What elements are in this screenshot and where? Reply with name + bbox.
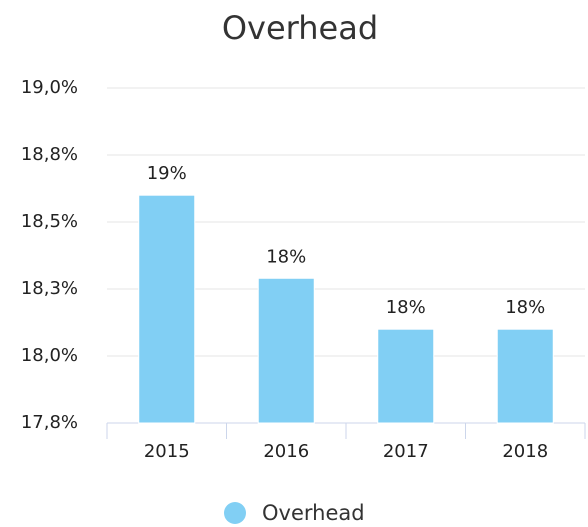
data-label: 18%: [266, 246, 306, 267]
data-label: 18%: [505, 297, 545, 318]
data-label: 19%: [147, 163, 187, 184]
x-tick-label: 2018: [502, 441, 548, 462]
x-tick-label: 2017: [383, 441, 429, 462]
x-tick-label: 2015: [144, 441, 190, 462]
bar: [257, 277, 315, 424]
y-tick-label: 18,8%: [21, 144, 78, 165]
x-tick-label: 2016: [263, 441, 309, 462]
bar: [496, 328, 554, 424]
y-tick-label: 17,8%: [21, 412, 78, 433]
y-tick-label: 18,0%: [21, 345, 78, 366]
y-tick-label: 19,0%: [21, 77, 78, 98]
bar: [138, 194, 196, 424]
y-tick-label: 18,3%: [21, 278, 78, 299]
y-tick-label: 18,5%: [21, 211, 78, 232]
legend-marker: [224, 502, 246, 524]
bar: [377, 328, 435, 424]
data-label: 18%: [386, 297, 426, 318]
legend-label: Overhead: [262, 501, 365, 525]
chart-title: Overhead: [222, 9, 378, 47]
